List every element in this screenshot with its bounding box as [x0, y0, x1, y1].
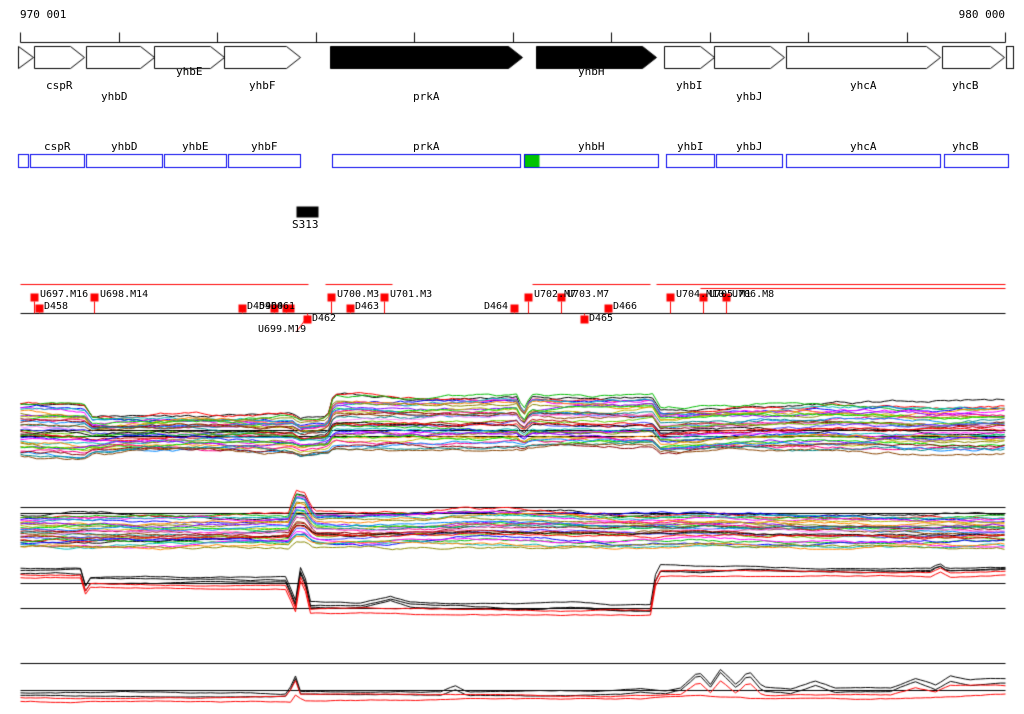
marker-label-U699.M19: U699.M19	[258, 324, 307, 335]
marker-label-D462: D462	[312, 313, 337, 324]
feature-label-yhbF: yhbF	[251, 140, 278, 153]
marker-label-D464: D464	[484, 301, 509, 312]
marker-label-D458: D458	[44, 301, 69, 312]
gene-label-cspR: cspR	[46, 79, 73, 92]
marker-label-D459: D459	[247, 301, 272, 312]
gene-label-yhcB: yhcB	[952, 79, 979, 92]
feature-label-prkA: prkA	[413, 140, 440, 153]
gene-label-yhbF: yhbF	[249, 79, 276, 92]
feature-label-yhbD: yhbD	[111, 140, 138, 153]
marker-label-D465: D465	[589, 313, 614, 324]
marker-label-D461: D461	[271, 301, 296, 312]
marker-label-D466: D466	[613, 301, 638, 312]
feature-label-cspR: cspR	[44, 140, 71, 153]
marker-label-U706.M8: U706.M8	[732, 289, 775, 300]
feature-label-yhbE: yhbE	[182, 140, 209, 153]
gene-label-yhbD: yhbD	[101, 90, 128, 103]
gene-label-prkA: prkA	[413, 90, 440, 103]
feature-label-yhcA: yhcA	[850, 140, 877, 153]
feature-label-yhbJ: yhbJ	[736, 140, 763, 153]
feature-label-yhcB: yhcB	[952, 140, 979, 153]
gene-label-yhbJ: yhbJ	[736, 90, 763, 103]
feature-label-yhbI: yhbI	[677, 140, 704, 153]
marker-label-U705.M1: U705.M1	[709, 289, 752, 300]
marker-label-D460: D460	[259, 301, 284, 312]
gene-label-yhbI: yhbI	[676, 79, 703, 92]
marker-label-U701.M3: U701.M3	[390, 289, 433, 300]
gene-label-yhbH: yhbH	[578, 65, 605, 78]
marker-label-U703.M7: U703.M7	[567, 289, 610, 300]
gene-label-yhbE: yhbE	[176, 65, 203, 78]
marker-label-U698.M14: U698.M14	[100, 289, 149, 300]
marker-label-U700.M3: U700.M3	[337, 289, 380, 300]
gene-label-yhcA: yhcA	[850, 79, 877, 92]
marker-label-U704.M10: U704.M10	[676, 289, 725, 300]
marker-label-D463: D463	[355, 301, 380, 312]
marker-label-U702.M7: U702.M7	[534, 289, 577, 300]
s-segment-label: S313	[292, 218, 319, 231]
marker-label-U697.M16: U697.M16	[40, 289, 89, 300]
feature-label-yhbH: yhbH	[578, 140, 605, 153]
